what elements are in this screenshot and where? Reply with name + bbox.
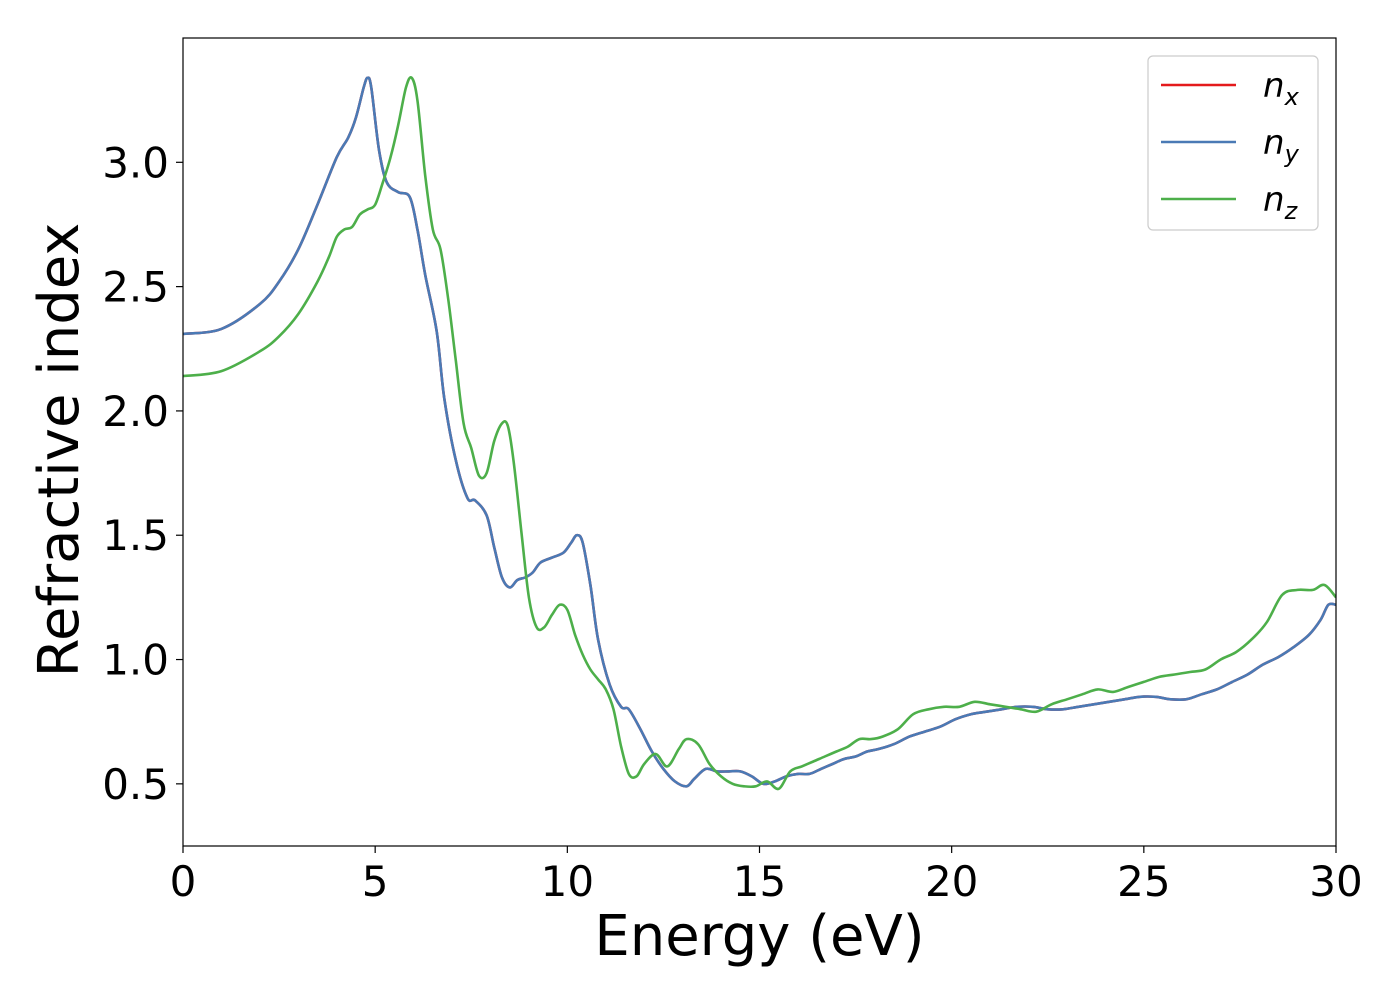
y-tick-label: 0.5: [102, 760, 169, 809]
x-tick-label: 15: [733, 857, 786, 906]
y-tick-label: 2.5: [102, 263, 169, 312]
y-tick-label: 1.0: [102, 636, 169, 685]
x-tick-label: 30: [1309, 857, 1362, 906]
x-axis-title: Energy (eV): [594, 904, 924, 969]
legend-label-n-x: nx: [1263, 66, 1300, 111]
x-tick-label: 10: [541, 857, 594, 906]
y-tick-label: 1.5: [102, 511, 169, 560]
series-line-n-y: [183, 76, 1336, 788]
y-axis-ticks: 0.5 1.0 1.5 2.0 2.5 3.0: [102, 138, 183, 809]
series-lines: [183, 76, 1336, 791]
x-tick-label: 20: [925, 857, 978, 906]
series-line-n-z: [183, 76, 1336, 791]
legend-label-n-y: ny: [1263, 123, 1300, 168]
x-tick-label: 25: [1117, 857, 1170, 906]
x-tick-label: 0: [170, 857, 197, 906]
y-tick-label: 2.0: [102, 387, 169, 436]
x-axis-ticks: 0 5 10 15 20 25 30: [170, 846, 1363, 906]
y-tick-label: 3.0: [102, 138, 169, 187]
x-tick-label: 5: [362, 857, 389, 906]
legend: nx ny nz: [1147, 55, 1319, 231]
legend-label-n-z: nz: [1263, 180, 1299, 225]
y-axis-title: Refractive index: [27, 223, 92, 678]
